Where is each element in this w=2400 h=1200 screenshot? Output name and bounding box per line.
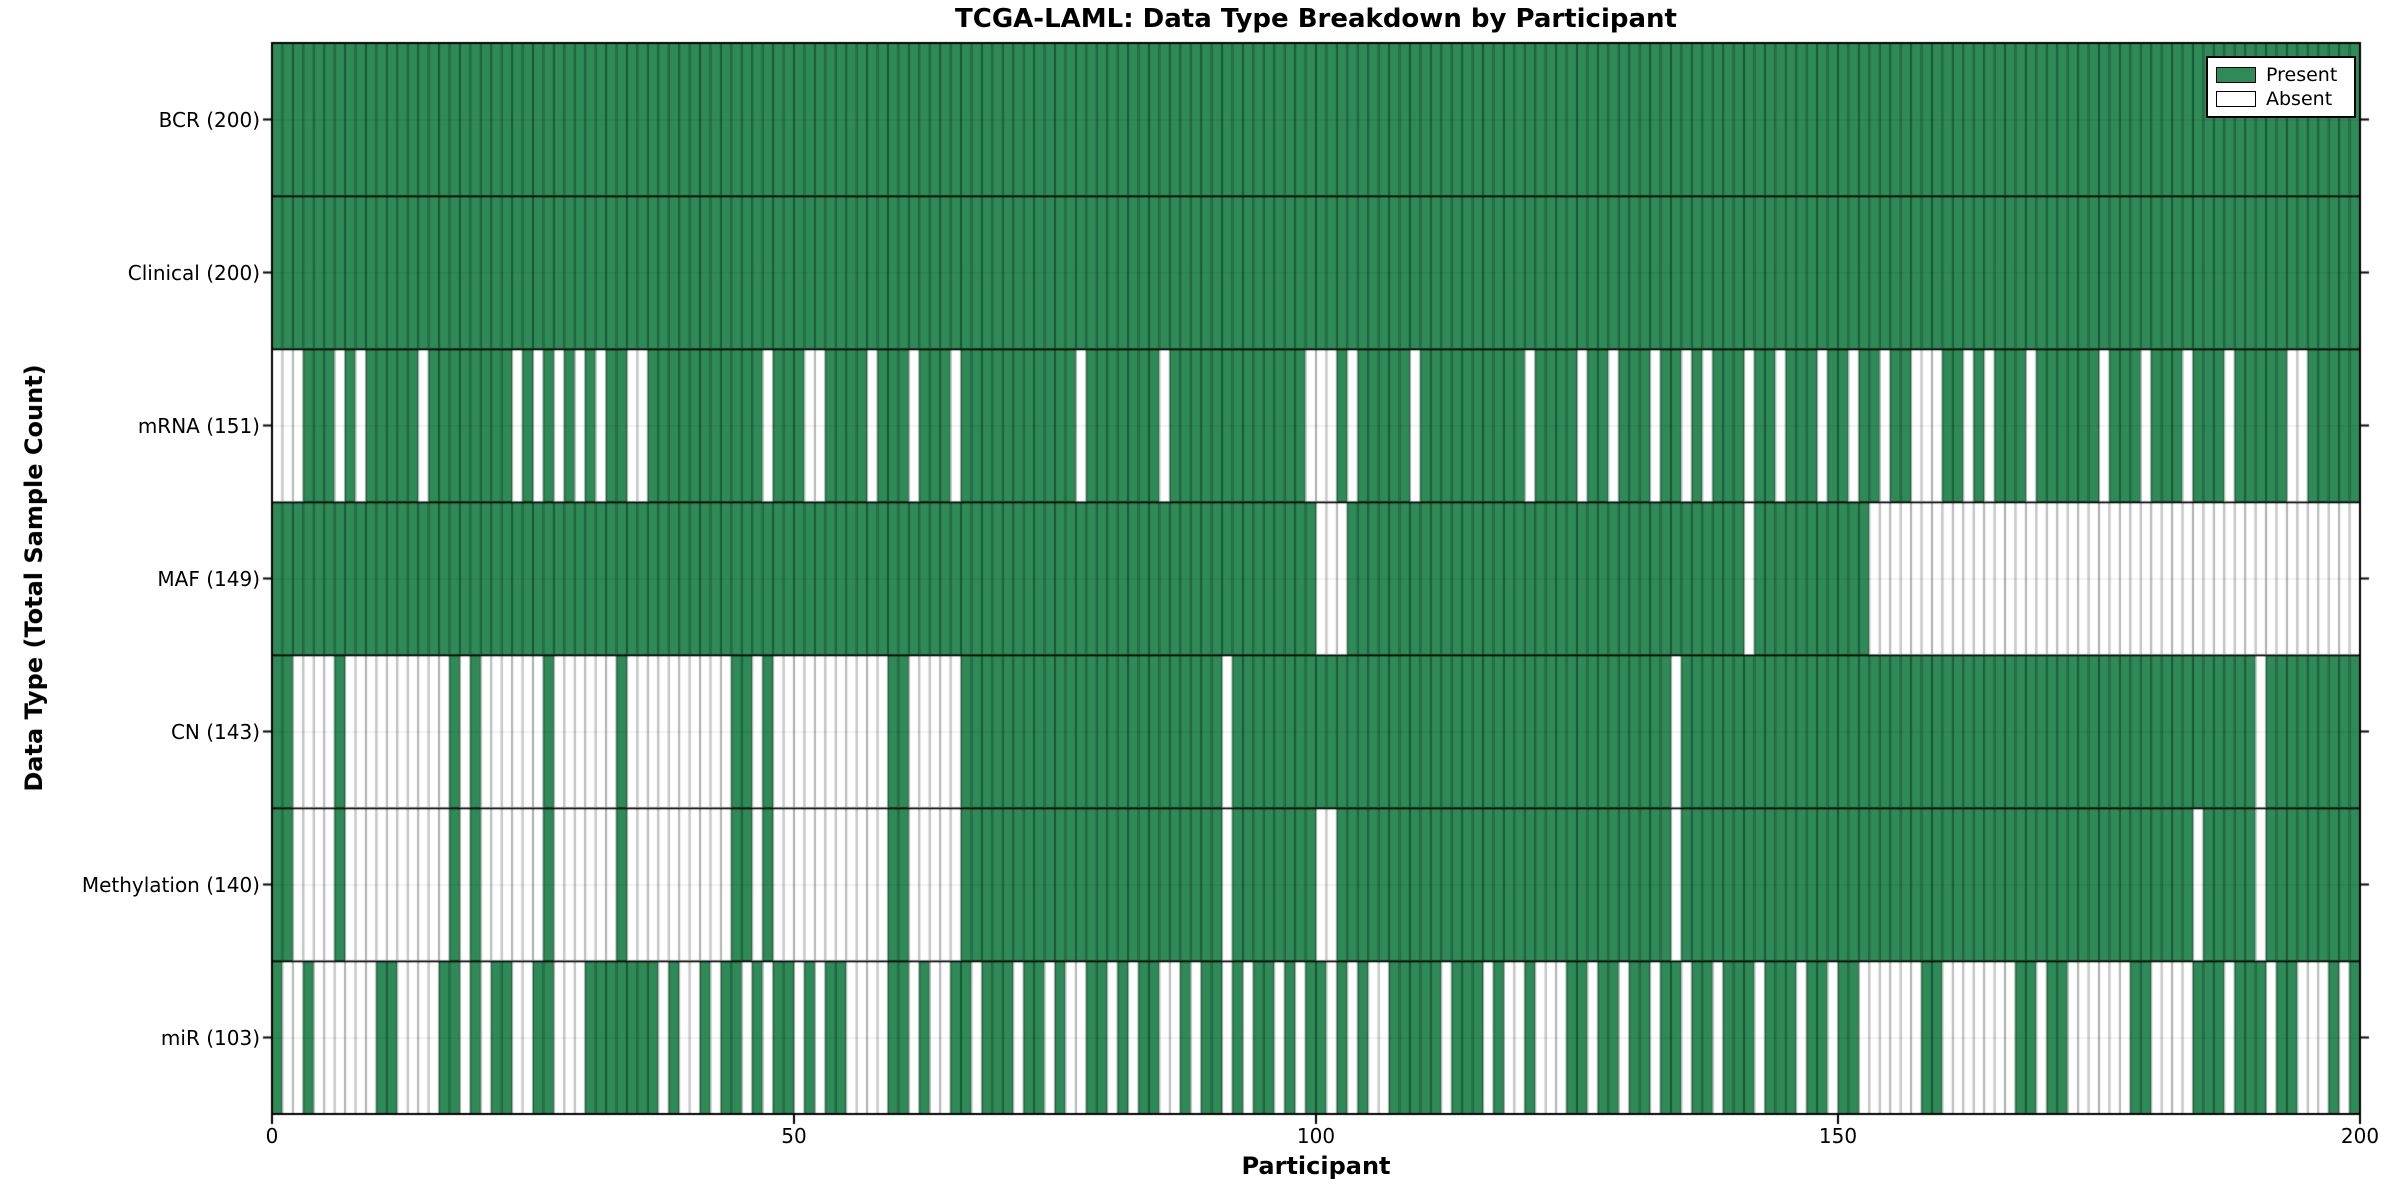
legend: Present Absent xyxy=(2206,56,2356,118)
x-tick-label: 200 xyxy=(2340,1124,2380,1148)
x-tick-label: 50 xyxy=(781,1124,807,1148)
absent-swatch xyxy=(2216,91,2256,107)
row-label: Clinical (200) xyxy=(127,260,260,285)
x-tick-label: 100 xyxy=(1296,1124,1336,1148)
row-label: MAF (149) xyxy=(157,566,260,591)
chart-title: TCGA-LAML: Data Type Breakdown by Partic… xyxy=(955,4,1677,34)
x-tick-label: 150 xyxy=(1818,1124,1858,1148)
row-label: CN (143) xyxy=(170,719,260,744)
legend-entry-absent: Absent xyxy=(2216,88,2346,110)
row-label: mRNA (151) xyxy=(137,413,260,438)
x-tick-label: 0 xyxy=(265,1124,279,1148)
present-swatch xyxy=(2216,67,2256,83)
legend-present-label: Present xyxy=(2266,63,2338,86)
legend-absent-label: Absent xyxy=(2266,87,2333,110)
row-label: Methylation (140) xyxy=(81,872,260,897)
x-axis-label: Participant xyxy=(1241,1152,1391,1180)
row-label: BCR (200) xyxy=(158,107,260,132)
legend-entry-present: Present xyxy=(2216,64,2346,86)
row-label: miR (103) xyxy=(160,1025,260,1050)
